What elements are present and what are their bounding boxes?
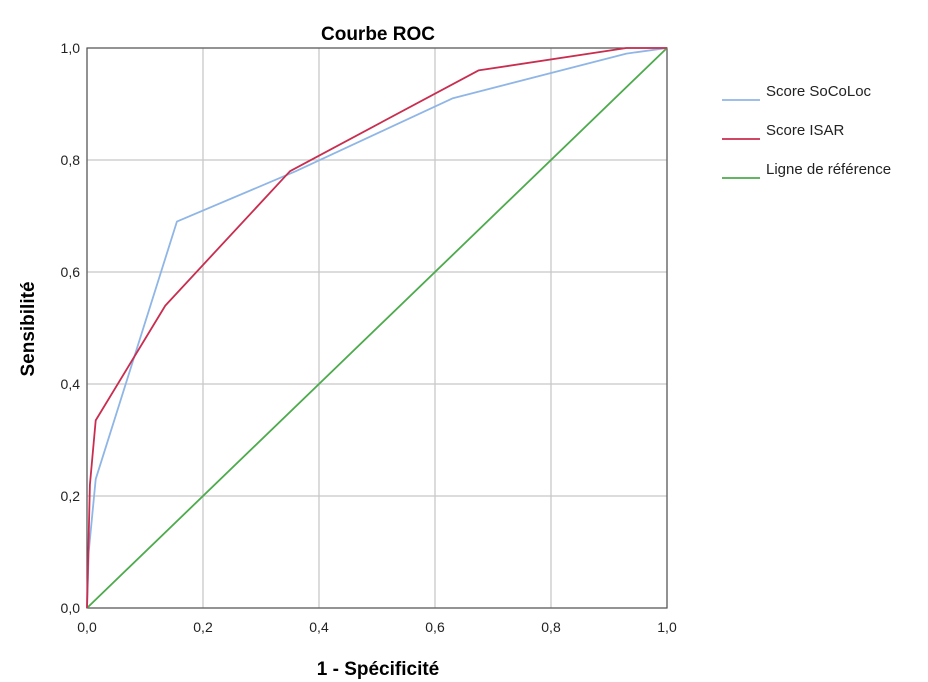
series-lines xyxy=(86,47,668,609)
x-tick-label: 1,0 xyxy=(657,619,677,635)
y-tick-label: 0,6 xyxy=(61,264,81,280)
plot-frame xyxy=(86,47,668,609)
chart-title: Courbe ROC xyxy=(321,24,435,45)
y-tick-label: 0,8 xyxy=(61,152,81,168)
y-axis-label: Sensibilité xyxy=(18,281,39,376)
series-line-2 xyxy=(86,47,668,609)
x-tick-label: 0,0 xyxy=(77,619,97,635)
y-tick-label: 0,0 xyxy=(61,600,81,616)
series-line-0 xyxy=(86,47,668,609)
y-tick-label: 1,0 xyxy=(61,40,81,56)
x-tick-labels: 0,0 0,2 0,4 0,6 0,8 1,0 xyxy=(77,619,677,635)
plot-border xyxy=(86,47,668,609)
y-tick-label: 0,2 xyxy=(61,488,81,504)
series-line-1 xyxy=(86,47,667,609)
legend-label: Score SoCoLoc xyxy=(766,83,872,100)
y-tick-labels: 0,0 0,2 0,4 0,6 0,8 1,0 xyxy=(61,40,81,616)
y-tick-label: 0,4 xyxy=(61,376,81,392)
legend-label: Ligne de référence xyxy=(766,161,891,178)
x-tick-label: 0,4 xyxy=(309,619,329,635)
x-tick-label: 0,6 xyxy=(425,619,445,635)
legend: Score SoCoLoc Score ISAR Ligne de référenc… xyxy=(722,83,891,179)
x-tick-label: 0,2 xyxy=(193,619,213,635)
legend-label: Score ISAR xyxy=(766,122,845,139)
x-tick-label: 0,8 xyxy=(541,619,561,635)
x-axis-label: 1 - Spécificité xyxy=(317,659,440,680)
